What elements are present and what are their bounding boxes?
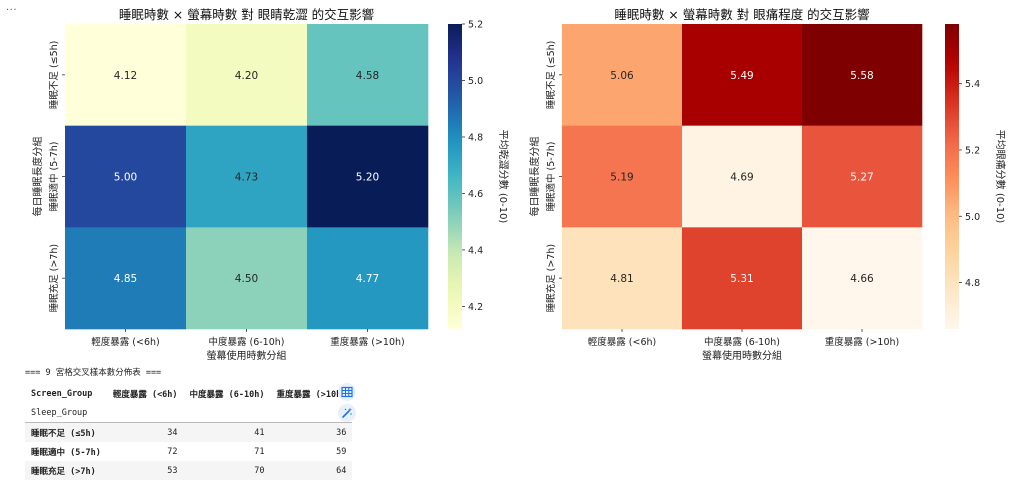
x-tick-label: 中度暴露 (6-10h) xyxy=(704,336,780,348)
magic-wand-icon xyxy=(342,407,352,418)
colorbar-label: 平均乾澀分數 (0-10) xyxy=(497,130,510,224)
colorbar-label: 平均眼痛分數 (0-10) xyxy=(994,130,1007,224)
colorbar-tick-label: 4.2 xyxy=(468,302,483,313)
x-axis-label: 螢幕使用時數分組 xyxy=(702,349,782,362)
table-cell: 72 xyxy=(167,446,178,457)
columns-name: Screen_Group xyxy=(31,388,93,399)
table-cell: 71 xyxy=(254,446,265,457)
heatmap-cell xyxy=(562,227,683,330)
colorbar-tick-label: 4.8 xyxy=(965,278,980,289)
colorbar xyxy=(448,24,462,329)
cell-value-label: 4.77 xyxy=(356,273,379,285)
heatmap-cell xyxy=(307,125,429,228)
colorbar-tick-label: 4.8 xyxy=(468,132,483,143)
y-tick-label: 睡眠充足 (>7h) xyxy=(545,244,557,312)
colorbar xyxy=(945,24,959,329)
cell-value-label: 5.27 xyxy=(850,172,873,184)
table-cell: 64 xyxy=(336,465,347,476)
heatmap-cell xyxy=(802,227,923,330)
table-cell: 36 xyxy=(336,427,347,438)
column-header: 中度暴露 (6-10h) xyxy=(189,389,265,400)
y-tick-label: 睡眠充足 (>7h) xyxy=(48,244,60,312)
table-cell: 70 xyxy=(254,465,265,476)
heatmap-cell xyxy=(186,24,308,126)
heatmap-cell xyxy=(562,125,683,228)
heatmap-cell xyxy=(682,125,803,228)
heatmap-cell xyxy=(682,227,803,330)
cell-value-label: 5.20 xyxy=(356,172,379,184)
heatmap-cell xyxy=(802,125,923,228)
cell-value-label: 4.12 xyxy=(114,70,137,82)
y-tick-label: 睡眠不足 (≤5h) xyxy=(48,41,60,109)
heatmap-cell xyxy=(65,227,187,330)
heatmap-cell xyxy=(562,24,683,126)
colorbar-tick-label: 4.6 xyxy=(468,189,483,200)
y-tick-label: 睡眠適中 (5-7h) xyxy=(48,142,60,212)
crosstab-table: Screen_Group 輕度暴露 (<6h) 中度暴露 (6-10h) 重度暴… xyxy=(25,384,353,480)
table-cell: 59 xyxy=(336,446,347,457)
heatmap-eye-dryness: 睡眠時數 × 螢幕時數 對 眼睛乾澀 的交互影響 4.12 4.20 4.58 5.00… xyxy=(31,7,510,362)
suggest-chart-button[interactable] xyxy=(338,404,356,422)
x-tick-label: 重度暴露 (>10h) xyxy=(825,336,900,348)
chart-title: 睡眠時數 × 螢幕時數 對 眼痛程度 的交互影響 xyxy=(614,7,869,22)
heatmap-cell xyxy=(682,24,803,126)
cell-value-label: 5.31 xyxy=(730,273,753,285)
cell-value-label: 5.58 xyxy=(850,70,873,82)
cell-value-label: 5.06 xyxy=(610,70,634,82)
heatmap-eye-pain: 睡眠時數 × 螢幕時數 對 眼痛程度 的交互影響 5.06 5.49 5.58 5.19… xyxy=(528,7,1007,362)
table-cell: 34 xyxy=(167,427,178,438)
cell-value-label: 4.66 xyxy=(850,273,874,285)
cell-value-label: 5.00 xyxy=(114,172,137,184)
cell-value-label: 4.69 xyxy=(730,172,753,184)
cell-value-label: 4.73 xyxy=(235,172,258,184)
row-label: 睡眠充足 (>7h) xyxy=(31,466,96,477)
chart-title: 睡眠時數 × 螢幕時數 對 眼睛乾澀 的交互影響 xyxy=(119,7,374,22)
index-name: Sleep_Group xyxy=(31,407,88,418)
row-label: 睡眠不足 (≤5h) xyxy=(31,428,96,439)
colorbar-tick-label: 5.4 xyxy=(965,79,980,90)
cell-value-label: 4.20 xyxy=(235,70,258,82)
cell-value-label: 5.49 xyxy=(730,70,753,82)
cell-menu-ellipsis[interactable]: ... xyxy=(6,2,18,13)
heatmap-cell xyxy=(802,24,923,126)
crosstab-output: === 9 宮格交叉樣本數分佈表 === Screen_Group 輕度暴露 (… xyxy=(22,366,353,480)
cell-value-label: 4.58 xyxy=(356,70,379,82)
cell-value-label: 4.85 xyxy=(114,273,137,285)
x-tick-label: 中度暴露 (6-10h) xyxy=(208,336,284,348)
heatmap-cell xyxy=(307,24,429,126)
crosstab-heading: === 9 宮格交叉樣本數分佈表 === xyxy=(25,368,162,378)
column-header: 輕度暴露 (<6h) xyxy=(112,389,178,400)
table-row: 睡眠充足 (>7h) 53 70 64 xyxy=(25,461,353,480)
column-header: 重度暴露 (>10h) xyxy=(276,389,347,400)
heatmap-cell xyxy=(307,227,429,330)
cell-value-label: 5.19 xyxy=(610,172,633,184)
colorbar-tick-label: 5.0 xyxy=(965,212,980,223)
heatmap-cell xyxy=(186,125,308,228)
colorbar-tick-label: 4.4 xyxy=(468,245,483,256)
heatmap-cell xyxy=(65,24,187,126)
colorbar-tick-label: 5.2 xyxy=(468,20,483,31)
cell-value-label: 4.50 xyxy=(235,273,258,285)
y-tick-label: 睡眠不足 (≤5h) xyxy=(545,41,557,109)
x-tick-label: 輕度暴露 (<6h) xyxy=(588,336,656,348)
heatmap-cell xyxy=(186,227,308,330)
colorbar-tick-label: 5.0 xyxy=(468,76,483,87)
table-cell: 53 xyxy=(167,465,178,476)
y-axis-label: 每日睡眠長度分組 xyxy=(31,137,44,217)
heatmap-cell xyxy=(65,125,187,228)
x-tick-label: 重度暴露 (>10h) xyxy=(330,336,405,348)
cell-value-label: 4.81 xyxy=(610,273,633,285)
x-axis-label: 螢幕使用時數分組 xyxy=(207,349,287,362)
x-tick-label: 輕度暴露 (<6h) xyxy=(91,336,159,348)
table-row: 睡眠不足 (≤5h) 34 41 36 xyxy=(25,422,353,442)
colorbar-tick-label: 5.2 xyxy=(965,145,980,156)
table-cell: 41 xyxy=(254,427,265,438)
convert-to-table-button[interactable] xyxy=(338,383,356,401)
row-label: 睡眠適中 (5-7h) xyxy=(31,447,101,458)
table-icon xyxy=(341,386,353,398)
y-tick-label: 睡眠適中 (5-7h) xyxy=(545,142,557,212)
table-row: 睡眠適中 (5-7h) 72 71 59 xyxy=(25,442,352,461)
y-axis-label: 每日睡眠長度分組 xyxy=(528,137,541,217)
